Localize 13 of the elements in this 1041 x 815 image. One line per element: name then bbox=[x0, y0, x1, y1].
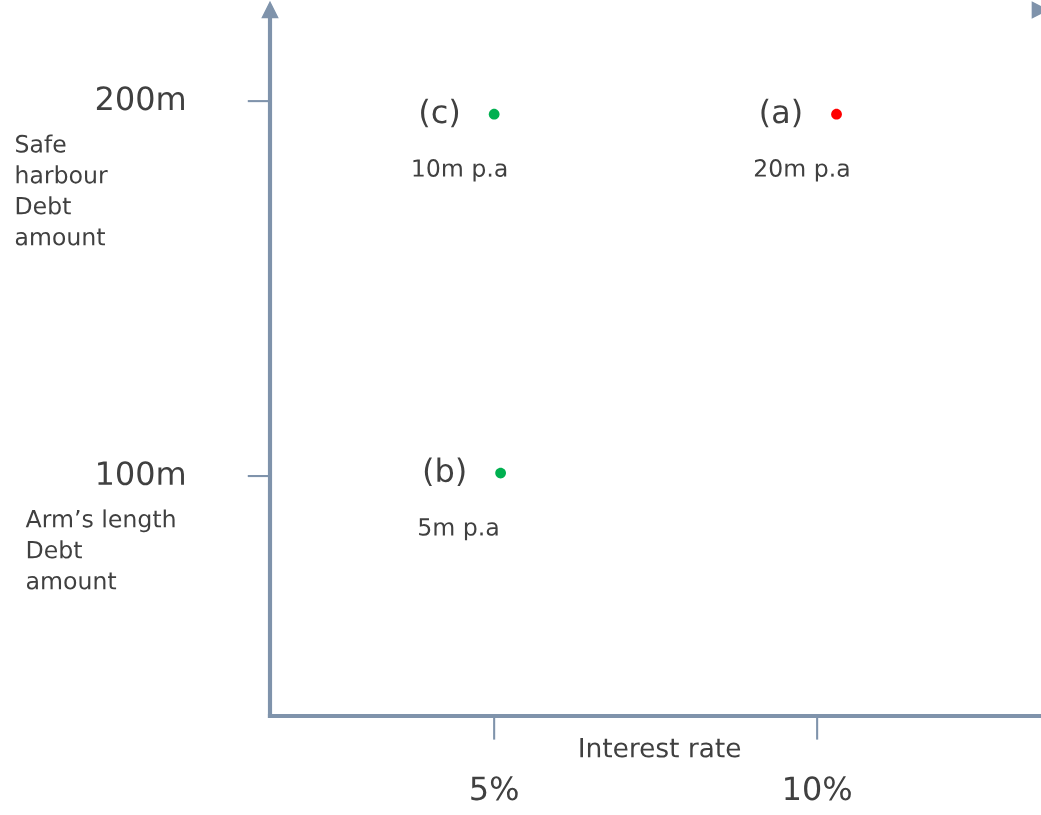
y-tick-label: 200m bbox=[96, 86, 184, 111]
annotation: 20m p.a bbox=[754, 159, 849, 182]
annotation: (c) bbox=[421, 98, 459, 128]
annotation: 5m p.a bbox=[419, 518, 498, 541]
x-tick-label: 5% bbox=[471, 776, 518, 801]
annotation: (b) bbox=[424, 457, 465, 487]
text: Arm’s length Debt amount bbox=[25, 509, 175, 590]
x-axis-title: Interest rate bbox=[580, 737, 741, 758]
annotation: (a) bbox=[761, 98, 801, 128]
y-tick-label: 100m bbox=[98, 461, 184, 486]
annotation: 10m p.a bbox=[413, 159, 507, 182]
x-tick-label: 10% bbox=[785, 776, 851, 801]
text: Safe harbour Debt amount bbox=[15, 134, 108, 246]
